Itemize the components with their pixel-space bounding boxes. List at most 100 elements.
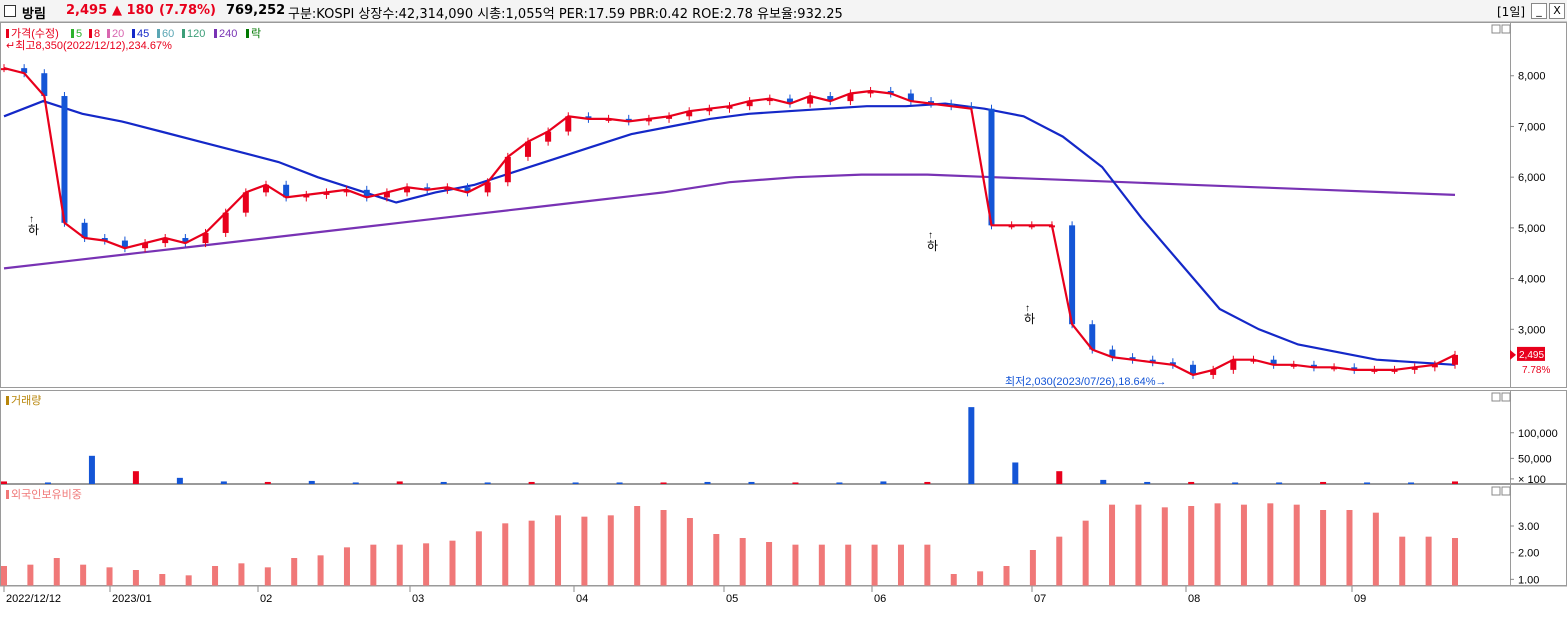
- foreign-bar: [924, 544, 931, 586]
- stock-change: ▲ 180: [112, 3, 154, 18]
- title-checkbox[interactable]: [4, 5, 16, 17]
- candle-body: [1169, 362, 1176, 365]
- volume-bar: [880, 481, 887, 484]
- candle-body: [303, 194, 310, 198]
- price-panel-frame-restore-icon[interactable]: [1491, 24, 1501, 34]
- foreign-bar: [396, 544, 403, 586]
- foreign-bar: [475, 531, 482, 586]
- foreign-bar: [1346, 510, 1353, 586]
- volume-bar: [792, 482, 799, 484]
- foreign-bar: [1372, 512, 1379, 586]
- volume-legend-label: 거래량: [11, 394, 41, 407]
- foreign-ytick-label: 3.00: [1518, 521, 1539, 533]
- volume-bar: [44, 482, 51, 484]
- legend-swatch: [214, 29, 217, 38]
- volume-bar: [440, 481, 447, 484]
- legend-swatch: [182, 29, 185, 38]
- candle-body: [323, 192, 330, 195]
- volume-bar: [1364, 482, 1371, 484]
- candle-body: [1069, 225, 1076, 325]
- foreign-bar: [1399, 536, 1406, 586]
- price-ytick-label: 3,000: [1518, 324, 1546, 336]
- candle-body: [524, 141, 531, 157]
- x-tick-label: 06: [874, 593, 886, 605]
- foreign-bar: [766, 542, 773, 586]
- candle-body: [988, 108, 995, 226]
- price-ytick-label: 5,000: [1518, 223, 1546, 235]
- candle-body: [464, 187, 471, 193]
- price-ytick-label: 8,000: [1518, 71, 1546, 83]
- volume-ytick-label: 100,000: [1518, 428, 1558, 440]
- legend-label: 240: [219, 28, 237, 40]
- current-price-label: 2,495: [1519, 350, 1544, 361]
- volume-bar: [528, 481, 535, 484]
- minimize-button[interactable]: _: [1531, 3, 1547, 19]
- candle-body: [21, 68, 28, 74]
- foreign-bar: [423, 543, 430, 586]
- price-min-label: 최저2,030(2023/07/26),18.64%→: [1005, 375, 1167, 388]
- foreign-bar: [555, 515, 562, 586]
- volume-bar: [176, 477, 183, 484]
- legend-swatch: [6, 29, 9, 38]
- period-label[interactable]: [1일]: [1497, 5, 1526, 19]
- x-tick-label: 08: [1188, 593, 1200, 605]
- candle-body: [242, 192, 249, 213]
- candle-body: [1230, 359, 1237, 370]
- foreign-bar: [607, 515, 614, 586]
- stock-info: 구분:KOSPI 상장수:42,314,090 시총:1,055억 PER:17…: [288, 7, 843, 22]
- legend-swatch: [157, 29, 160, 38]
- foreign-panel-frame-restore-icon[interactable]: [1491, 486, 1501, 496]
- foreign-panel-frame-close-icon[interactable]: [1501, 486, 1511, 496]
- x-tick-label: 07: [1034, 593, 1046, 605]
- x-tick-label: 2023/01: [112, 593, 152, 605]
- legend-label: 60: [162, 28, 174, 40]
- current-price-badge: [1517, 346, 1545, 361]
- volume-panel-frame-close-icon[interactable]: [1501, 392, 1511, 402]
- volume-ytick-label: 50,000: [1518, 453, 1552, 465]
- volume-bar: [308, 480, 315, 484]
- volume-bar: [1100, 479, 1107, 484]
- x-tick-label: 05: [726, 593, 738, 605]
- volume-panel-frame-restore-icon[interactable]: [1491, 392, 1501, 402]
- candle-body: [424, 187, 431, 190]
- volume-bar: [1232, 482, 1239, 484]
- candle-body: [1149, 359, 1156, 363]
- candle-body: [363, 189, 370, 198]
- foreign-bar: [27, 564, 34, 586]
- stock-chart: 8,000 7,000 6,000 5,000 4,000 3,000 가격(수정) 5 8 20…: [0, 22, 1567, 630]
- stock-name: 방림: [22, 7, 46, 22]
- foreign-bar: [950, 574, 957, 586]
- candle-body: [666, 116, 673, 119]
- x-tick-label: 03: [412, 593, 424, 605]
- price-max-label: ↵최고8,350(2022/12/12),234.67%: [6, 39, 172, 52]
- candle-body: [1452, 354, 1458, 365]
- volume-bar: [1056, 471, 1063, 484]
- foreign-bar: [1320, 510, 1327, 586]
- marker-arrow: ↑: [1025, 303, 1030, 314]
- ma240-line: [3, 173, 1456, 270]
- legend-label: 45: [137, 28, 149, 40]
- marker-label: 하: [28, 223, 39, 237]
- candle-body: [867, 90, 874, 94]
- foreign-bar: [106, 567, 113, 586]
- candle-body: [162, 238, 169, 244]
- legend-swatch: [246, 29, 249, 38]
- volume-bar: [1144, 481, 1151, 484]
- close-button[interactable]: X: [1549, 3, 1565, 19]
- ma45-line: [3, 99, 1456, 366]
- price-panel-frame-close-icon[interactable]: [1501, 24, 1511, 34]
- foreign-bar: [581, 516, 588, 586]
- foreign-bar: [634, 506, 641, 586]
- volume-bar: [352, 482, 359, 484]
- marker-arrow: ↑: [928, 230, 933, 241]
- volume-bar: [1408, 482, 1415, 484]
- foreign-bar: [792, 544, 799, 586]
- candle-body: [222, 212, 229, 233]
- foreign-bar: [845, 544, 852, 586]
- candle-body: [1109, 349, 1116, 358]
- candle-body: [786, 98, 793, 104]
- chart-background: [0, 22, 1567, 630]
- candle-body: [807, 96, 814, 104]
- volume-bar: [1276, 482, 1283, 484]
- candle-body: [968, 106, 975, 109]
